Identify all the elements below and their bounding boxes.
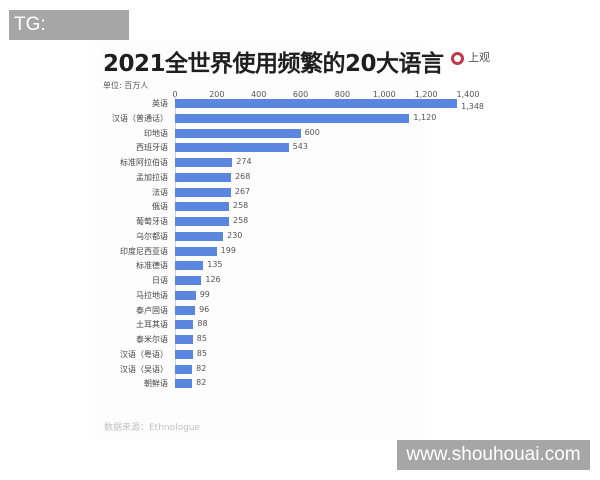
data-bar (175, 305, 196, 315)
data-bar (175, 320, 194, 330)
top-watermark: TG: MYYJJPP (9, 10, 129, 65)
data-bar (175, 202, 229, 212)
category-label: 俄语 (152, 202, 168, 212)
source-note: 数据来源：Ethnologue (104, 423, 201, 433)
bottom-watermark: www.shouhouai.com (397, 440, 590, 470)
category-label: 标准阿拉伯语 (120, 158, 168, 167)
data-bar (175, 187, 231, 197)
value-label: 126 (205, 275, 221, 284)
x-axis-tick: 0 (172, 90, 178, 99)
value-label: 1,348 (461, 102, 485, 111)
category-label: 汉语（普通话） (112, 113, 168, 123)
logo-text: 上观 (468, 51, 490, 64)
data-bar (175, 172, 232, 182)
value-label: 600 (304, 127, 320, 137)
category-label: 法语 (152, 187, 168, 197)
x-axis-tick: 200 (209, 90, 225, 99)
value-label: 135 (207, 260, 223, 270)
data-bar (175, 379, 193, 389)
value-label: 230 (227, 230, 243, 240)
category-label: 印度尼西亚语 (120, 246, 168, 256)
data-bar (175, 128, 301, 138)
ring-logo-icon (451, 52, 464, 65)
category-label: 汉语（吴语） (120, 364, 168, 374)
category-label: 泰米尔语 (136, 335, 168, 344)
category-label: 标准德语 (136, 261, 168, 271)
value-label: 258 (232, 201, 249, 211)
category-label: 土耳其语 (136, 320, 168, 330)
value-label: 96 (199, 304, 210, 314)
value-label: 267 (234, 186, 251, 196)
y-axis-line (175, 96, 176, 388)
x-axis-tick: 400 (251, 90, 267, 99)
category-label: 英语 (152, 99, 168, 108)
x-axis-tick: 1,000 (372, 90, 396, 99)
data-bar (175, 99, 458, 108)
value-label: 88 (197, 319, 208, 329)
category-label: 孟加拉语 (136, 172, 168, 182)
category-label: 葡萄牙语 (136, 217, 168, 226)
value-label: 199 (220, 245, 236, 255)
category-label: 日语 (152, 276, 168, 285)
value-label: 99 (199, 289, 210, 299)
data-bar (175, 158, 233, 167)
data-bar (175, 349, 193, 359)
value-label: 1,120 (413, 112, 437, 122)
category-label: 朝鲜语 (144, 379, 168, 389)
category-label: 乌尔都语 (136, 231, 168, 241)
data-bar (175, 113, 410, 123)
category-label: 汉语（粤语） (120, 349, 168, 359)
unit-label: 单位: 百万人 (103, 81, 149, 90)
value-label: 543 (292, 142, 308, 152)
x-axis-tick: 600 (292, 90, 309, 99)
x-axis-tick: 1,200 (414, 90, 438, 99)
data-bar (175, 261, 204, 271)
data-bar (175, 143, 289, 153)
data-bar (175, 276, 202, 285)
data-bar (175, 290, 196, 300)
value-label: 82 (196, 378, 207, 388)
value-label: 82 (196, 363, 207, 373)
publisher-logo: 上观 (451, 49, 511, 69)
chart-title: 2021全世界使用频繁的20大语言 (103, 51, 444, 77)
x-axis-tick: 800 (334, 90, 351, 99)
data-bar (175, 335, 193, 344)
value-label: 274 (236, 157, 252, 166)
data-bar (175, 217, 229, 226)
category-label: 印地语 (144, 128, 168, 138)
data-bar (175, 364, 193, 374)
x-axis-tick: 1,400 (456, 90, 480, 99)
value-label: 268 (235, 171, 251, 181)
value-label: 85 (196, 348, 207, 358)
category-label: 西班牙语 (136, 143, 168, 153)
data-bar (175, 231, 224, 241)
value-label: 258 (232, 216, 249, 225)
category-label: 泰卢固语 (136, 305, 168, 315)
data-bar (175, 246, 217, 256)
category-label: 马拉地语 (136, 290, 168, 300)
value-label: 85 (196, 334, 207, 343)
